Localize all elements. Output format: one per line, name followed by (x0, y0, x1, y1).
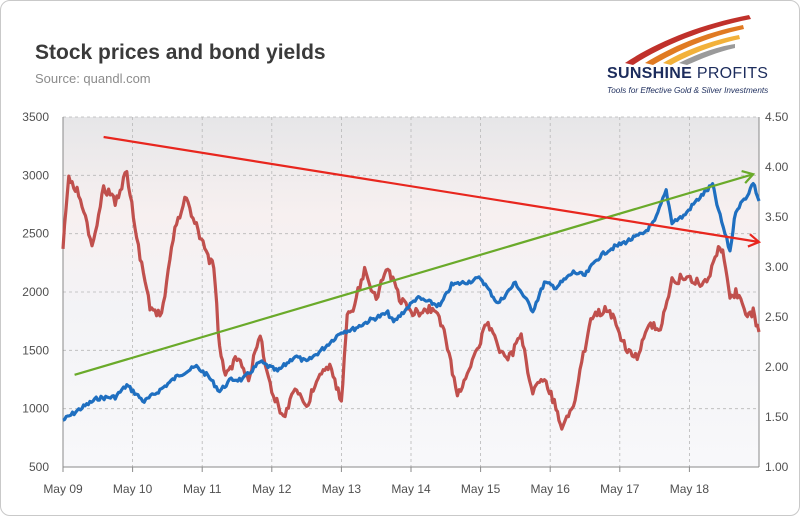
chart-source: Source: quandl.com (35, 71, 151, 86)
bond-yield-line (61, 170, 761, 431)
chart-title: Stock prices and bond yields (35, 41, 326, 64)
y-left-tick-label: 2500 (22, 227, 49, 241)
x-tick-label: May 11 (183, 482, 222, 496)
y-right-tick-label: 3.00 (765, 260, 789, 274)
brand-name-first: SUNSHINE (607, 65, 693, 82)
y-left-tick-label: 3000 (22, 168, 49, 182)
x-tick-label: May 17 (600, 482, 640, 496)
sunburst-logo-icon (625, 15, 751, 65)
y-left-tick-label: 3500 (22, 110, 49, 124)
brand-tagline: Tools for Effective Gold & Silver Invest… (607, 86, 769, 95)
uptrend-arrow (74, 173, 754, 376)
downtrend-arrow (103, 135, 760, 244)
y-left-tick-label: 2000 (22, 285, 49, 299)
x-tick-label: May 10 (113, 482, 153, 496)
x-tick-label: May 15 (461, 482, 501, 496)
y-left-tick-label: 1500 (22, 343, 49, 357)
y-left-tick-label: 500 (29, 460, 49, 474)
y-right-tick-label: 1.50 (765, 410, 789, 424)
y-right-tick-label: 1.00 (765, 460, 789, 474)
axes: 500 1000 1500 2000 2500 3000 3500 1.00 1.50 2.00 2… (22, 110, 788, 496)
x-tick-label: May 12 (252, 482, 292, 496)
series-layer (61, 170, 761, 431)
brand-name: SUNSHINE PROFITS (607, 65, 769, 83)
x-tick-label: May 16 (531, 482, 571, 496)
stock-price-line (62, 182, 761, 422)
sunshine-profits-logo: SUNSHINE PROFITS Tools for Effective Gol… (607, 13, 769, 108)
downtrend-arrowhead (747, 233, 762, 248)
y-right-tick-label: 2.50 (765, 310, 789, 324)
x-tick-label: May 14 (391, 482, 431, 496)
y-right-tick-label: 3.50 (765, 210, 789, 224)
brand-name-second: PROFITS (696, 65, 769, 82)
x-tick-label: May 09 (43, 482, 83, 496)
trend-arrows (74, 135, 762, 376)
y-right-tick-label: 4.50 (765, 110, 789, 124)
y-left-tick-label: 1000 (22, 402, 49, 416)
y-right-tick-label: 4.00 (765, 160, 789, 174)
x-tick-label: May 18 (670, 482, 710, 496)
uptrend-arrowhead (741, 169, 756, 184)
x-tick-label: May 13 (322, 482, 362, 496)
y-right-tick-label: 2.00 (765, 360, 789, 374)
